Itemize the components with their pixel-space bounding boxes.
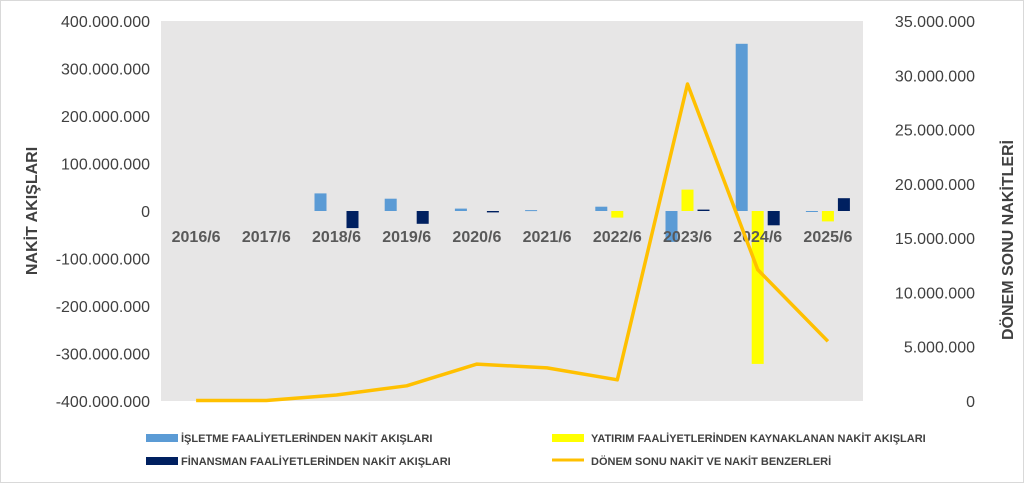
left-tick-label-5: -100.000.000 xyxy=(56,252,150,269)
category-label-8: 2024/6 xyxy=(733,229,782,246)
line-layer xyxy=(196,82,830,403)
legend-label-investing: YATIRIM FAALİYETLERİNDEN KAYNAKLANAN NAK… xyxy=(591,432,926,445)
bar-s0-4 xyxy=(454,208,467,211)
left-tick-label-0: 400.000.000 xyxy=(61,14,150,31)
bar-s0-9 xyxy=(805,211,818,212)
left-tick-label-3: 100.000.000 xyxy=(61,157,150,174)
bar-s1-8 xyxy=(751,211,764,364)
bar-s0-2 xyxy=(314,193,327,211)
bar-s1-7 xyxy=(681,189,694,211)
legend-swatch-operating xyxy=(146,434,178,442)
bar-s2-2 xyxy=(346,211,359,229)
bar-s2-4 xyxy=(486,211,499,213)
left-tick-label-4: 0 xyxy=(141,204,150,221)
left-axis-ticks: 400.000.000 300.000.000 200.000.000 100.000… xyxy=(56,14,150,411)
bar-s0-6 xyxy=(595,206,608,211)
right-axis-ticks: 35.000.000 30.000.000 25.000.000 20.000.000… xyxy=(895,14,975,411)
left-tick-label-8: -400.000.000 xyxy=(56,394,150,411)
bar-s2-7 xyxy=(697,209,710,211)
category-label-7: 2023/6 xyxy=(663,229,712,246)
bar-s2-8 xyxy=(767,211,780,226)
bar-s2-9 xyxy=(837,198,850,211)
left-tick-label-2: 200.000.000 xyxy=(61,109,150,126)
line-series-0 xyxy=(196,82,830,403)
bar-s0-7 xyxy=(665,211,678,242)
bar-s2-3 xyxy=(416,211,429,224)
bar-s0-5 xyxy=(525,210,538,212)
left-tick-label-1: 300.000.000 xyxy=(61,62,150,79)
category-label-0: 2016/6 xyxy=(172,229,221,246)
legend-swatch-investing xyxy=(552,434,584,442)
right-tick-label-0: 35.000.000 xyxy=(895,14,975,31)
legend-label-operating: İŞLETME FAALİYETLERİNDEN NAKİT AKIŞLARI xyxy=(181,432,432,445)
category-label-9: 2025/6 xyxy=(803,229,852,246)
legend-item-financing: FİNANSMAN FAALİYETLERİNDEN NAKİT AKIŞLAR… xyxy=(146,455,451,468)
left-axis-title: NAKİT AKIŞLARI xyxy=(23,147,41,275)
legend-item-period-end-cash: DÖNEM SONU NAKİT VE NAKİT BENZERLERİ xyxy=(552,455,831,468)
bar-s0-8 xyxy=(735,43,748,211)
legend: İŞLETME FAALİYETLERİNDEN NAKİT AKIŞLARI … xyxy=(146,432,926,468)
right-axis-title: DÖNEM SONU NAKİTLERİ xyxy=(998,140,1017,340)
right-tick-label-4: 15.000.000 xyxy=(895,231,975,248)
bar-s1-6 xyxy=(611,211,624,218)
right-tick-label-7: 0 xyxy=(966,394,975,411)
bar-layer xyxy=(314,43,850,364)
legend-item-operating: İŞLETME FAALİYETLERİNDEN NAKİT AKIŞLARI xyxy=(146,432,432,445)
legend-swatch-financing xyxy=(146,457,178,465)
right-tick-label-1: 30.000.000 xyxy=(895,68,975,85)
category-labels: 2016/6 2017/6 2018/6 2019/6 2020/6 2021/6 2022… xyxy=(172,229,853,246)
right-tick-label-6: 5.000.000 xyxy=(904,340,975,357)
right-tick-label-3: 20.000.000 xyxy=(895,177,975,194)
bar-s1-9 xyxy=(821,211,834,222)
category-label-2: 2018/6 xyxy=(312,229,361,246)
category-label-5: 2021/6 xyxy=(523,229,572,246)
category-label-3: 2019/6 xyxy=(382,229,431,246)
left-tick-label-6: -200.000.000 xyxy=(56,299,150,316)
category-label-4: 2020/6 xyxy=(452,229,501,246)
legend-item-investing: YATIRIM FAALİYETLERİNDEN KAYNAKLANAN NAK… xyxy=(552,432,926,445)
bar-s0-3 xyxy=(384,198,397,211)
legend-label-financing: FİNANSMAN FAALİYETLERİNDEN NAKİT AKIŞLAR… xyxy=(181,455,451,468)
right-tick-label-5: 10.000.000 xyxy=(895,285,975,302)
category-label-1: 2017/6 xyxy=(242,229,291,246)
right-tick-label-2: 25.000.000 xyxy=(895,123,975,140)
legend-label-period-end-cash: DÖNEM SONU NAKİT VE NAKİT BENZERLERİ xyxy=(591,455,831,468)
category-label-6: 2022/6 xyxy=(593,229,642,246)
left-tick-label-7: -300.000.000 xyxy=(56,347,150,364)
